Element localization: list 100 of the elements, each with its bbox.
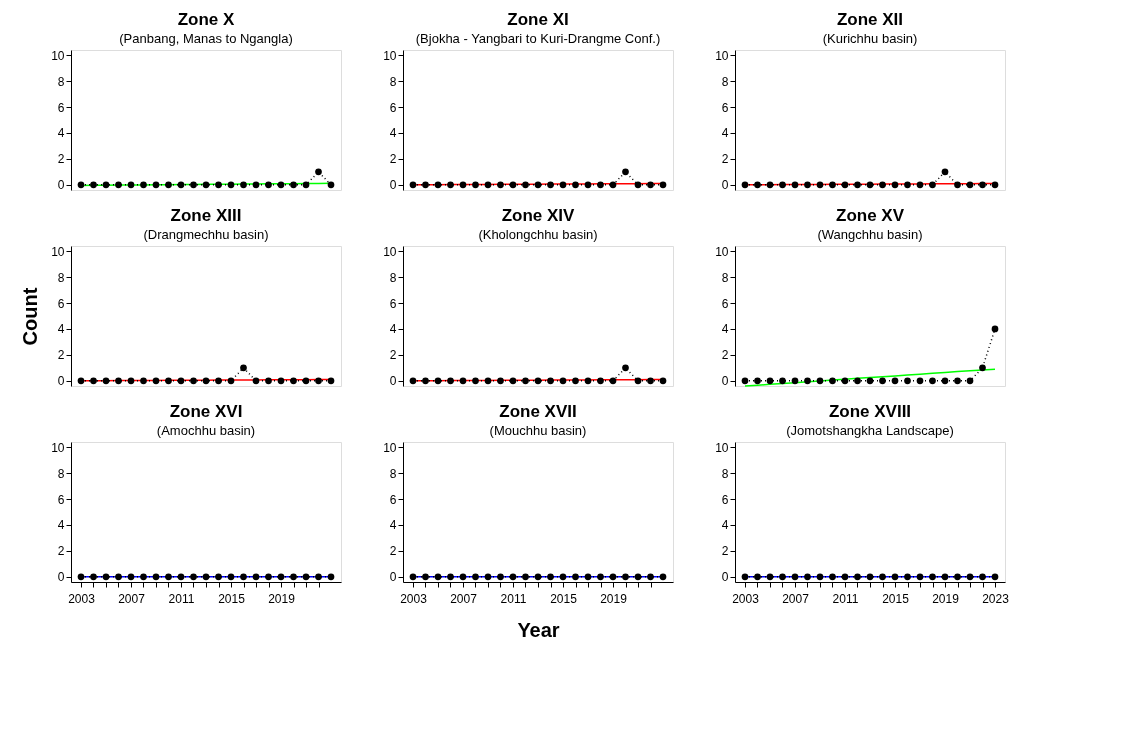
y-tick-label: 10 [383,48,397,63]
y-tick-label: 6 [389,492,397,507]
y-tick-label: 10 [715,440,729,455]
y-tick-label: 4 [721,518,729,533]
y-tick-label: 4 [389,518,397,533]
point [891,377,899,385]
x-tick-label: 2007 [450,591,478,606]
y-tick-label: 4 [389,322,397,337]
point [829,377,836,385]
chart-title: Zone XVI [169,402,243,422]
chart-subtitle: (Kurichhu basin) [822,31,918,47]
y-tick-label: 8 [721,74,729,89]
y-tick-label: 10 [383,244,397,259]
y-tick-label: 10 [383,440,397,455]
point [916,377,924,385]
x-tick-label: 2003 [400,591,428,606]
chart-subtitle: (Bjokha - Yangbari to Kuri-Drangme Conf.) [415,31,661,47]
y-tick-label: 6 [57,296,65,311]
y-tick-label: 2 [721,544,729,559]
chart-title: Zone XIV [501,206,576,226]
y-tick-label: 0 [57,178,65,193]
y-tick-label: 2 [57,152,65,167]
y-tick-label: 8 [57,466,65,481]
point [816,377,824,385]
point [979,364,986,372]
y-tick-label: 0 [57,570,65,585]
chart-subtitle: (Amochhu basin) [156,423,256,439]
x-tick-label: 2003 [732,591,760,606]
y-tick-label: 10 [51,48,65,63]
y-tick-label: 0 [721,374,729,389]
x-tick-label: 2011 [500,591,527,606]
point [741,377,749,385]
x-tick-label: 2011 [168,591,195,606]
point [854,377,861,385]
y-tick-label: 4 [721,322,729,337]
x-tick-label: 2015 [218,591,246,606]
point [991,325,999,333]
x-tick-label: 2007 [118,591,146,606]
y-tick-label: 2 [57,544,65,559]
y-tick-label: 4 [57,518,65,533]
chart-subtitle: (Panbang, Manas to Ngangla) [119,31,293,47]
point [954,377,961,385]
point [941,377,949,385]
chart-subtitle: (Drangmechhu basin) [143,227,269,243]
y-tick-label: 6 [721,100,729,115]
y-tick-label: 6 [389,296,397,311]
y-tick-label: 4 [721,126,729,141]
chart-title: Zone XI [507,10,569,30]
point [966,377,974,385]
y-tick-label: 8 [57,74,65,89]
point [866,377,874,385]
y-tick-label: 4 [57,322,65,337]
point [904,377,911,385]
y-tick-label: 10 [715,244,729,259]
y-tick-label: 8 [389,74,397,89]
y-tick-label: 2 [721,152,729,167]
y-tick-label: 0 [57,374,65,389]
chart-title: Zone XIII [170,206,242,226]
chart-subtitle: (Mouchhu basin) [489,423,587,439]
y-tick-label: 4 [57,126,65,141]
y-tick-label: 0 [389,178,397,193]
x-tick-label: 2007 [782,591,810,606]
chart-subtitle: (Kholongchhu basin) [478,227,598,243]
y-tick-label: 0 [721,570,729,585]
y-axis-title: Count [19,287,42,346]
y-tick-label: 6 [721,296,729,311]
chart-subtitle: (Jomotshangkha Landscape) [786,423,954,439]
y-tick-label: 6 [721,492,729,507]
chart-title: Zone XVII [499,402,577,422]
y-tick-label: 0 [389,570,397,585]
x-tick-label: 2015 [550,591,578,606]
x-axis-title: Year [517,618,560,641]
y-tick-label: 6 [57,492,65,507]
y-tick-label: 4 [389,126,397,141]
point [879,377,886,385]
x-tick-label: 2015 [882,591,910,606]
point [754,377,761,385]
y-tick-label: 0 [389,374,397,389]
y-tick-label: 0 [721,178,729,193]
point [779,377,786,385]
y-tick-label: 6 [57,100,65,115]
y-tick-label: 10 [51,440,65,455]
y-tick-label: 2 [57,348,65,363]
y-tick-label: 2 [721,348,729,363]
point [841,377,849,385]
chart-subtitle: (Wangchhu basin) [817,227,923,243]
point [804,377,811,385]
y-tick-label: 8 [721,270,729,285]
y-tick-label: 8 [57,270,65,285]
y-tick-label: 2 [389,348,397,363]
point [766,377,774,385]
chart-title: Zone XVIII [828,402,912,422]
chart-title: Zone XV [835,206,905,226]
point [929,377,936,385]
chart-title: Zone XII [836,10,904,30]
x-tick-label: 2019 [268,591,296,606]
x-tick-label: 2011 [832,591,859,606]
x-tick-label: 2019 [932,591,960,606]
y-tick-label: 2 [389,152,397,167]
point [791,377,799,385]
